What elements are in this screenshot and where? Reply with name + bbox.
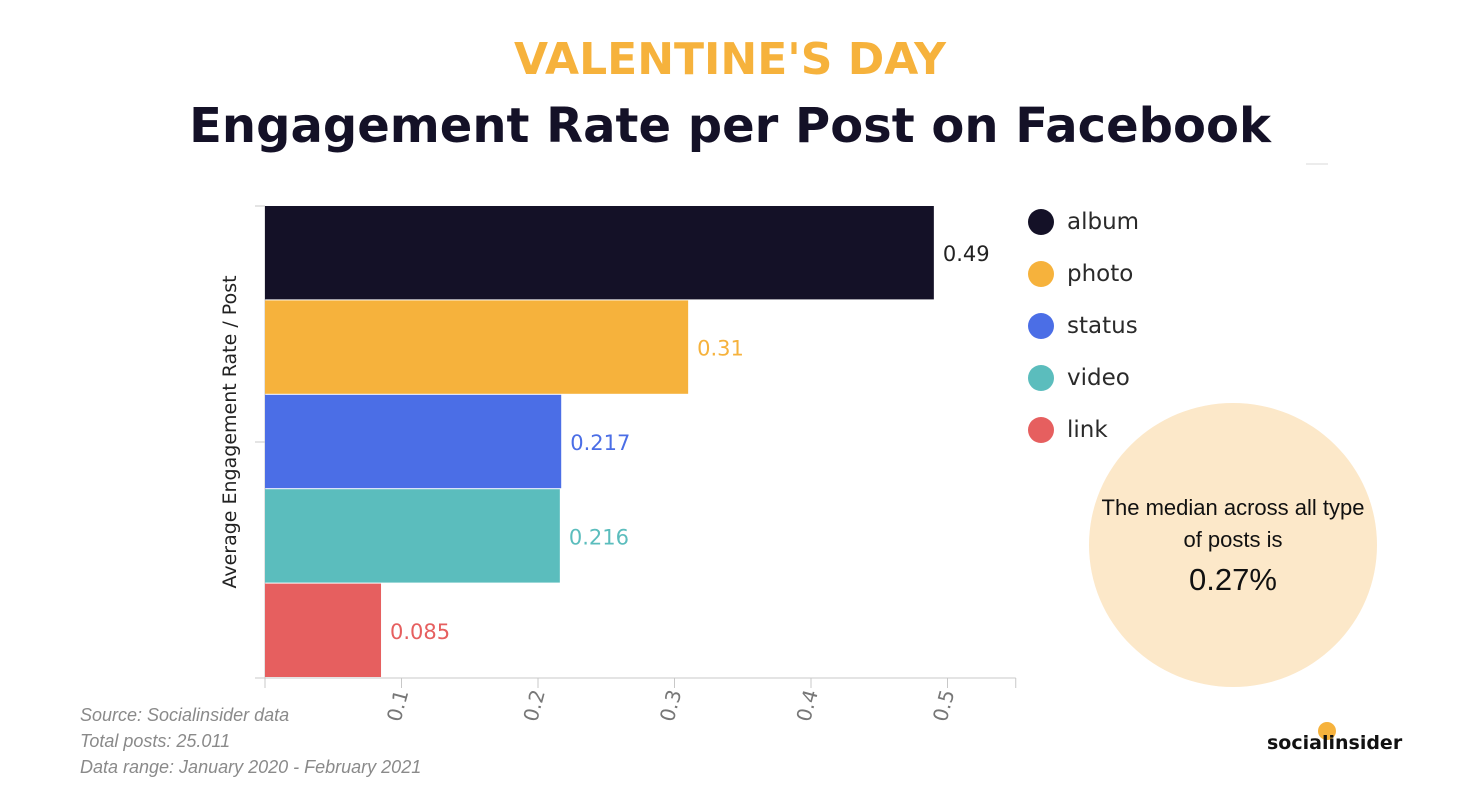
legend-label: status (1067, 313, 1138, 339)
chart-title: Engagement Rate per Post on Facebook (189, 98, 1271, 154)
bar-video (265, 489, 560, 583)
bar-status (265, 394, 562, 489)
corner-divider (1306, 163, 1328, 165)
heading-valentines-day: VALENTINE'S DAY (513, 34, 946, 85)
median-callout: The median across all type of posts is 0… (1089, 403, 1377, 687)
legend-swatch-icon (1028, 417, 1054, 443)
source-line: Source: Socialinsider data (80, 705, 290, 725)
x-tick-label: 0.4 (791, 687, 822, 724)
median-value: 0.27% (1189, 562, 1277, 597)
total-posts-line: Total posts: 25.011 (80, 731, 231, 751)
legend-swatch-icon (1028, 313, 1054, 339)
legend-item-photo: photo (1028, 248, 1139, 300)
source-notes: Source: Socialinsider data Total posts: … (80, 702, 421, 780)
median-text: The median across all type of posts is (1101, 495, 1365, 552)
legend-label: link (1067, 417, 1108, 443)
legend-label: album (1067, 209, 1140, 235)
legend-item-status: status (1028, 300, 1139, 352)
data-labels-layer: 0.49 0.31 0.217 0.216 0.085 (390, 242, 990, 644)
data-label-photo: 0.31 (697, 337, 744, 361)
bar-album (265, 206, 934, 300)
x-tick-label: 0.2 (518, 687, 549, 724)
legend-item-album: album (1028, 196, 1139, 248)
legend-swatch-icon (1028, 365, 1054, 391)
data-label-video: 0.216 (569, 525, 629, 549)
x-tick-label: 0.5 (928, 687, 959, 724)
bars-layer (265, 206, 934, 677)
legend-label: video (1067, 365, 1130, 391)
brand-dot-icon (1318, 722, 1336, 740)
data-label-status: 0.217 (570, 431, 630, 455)
legend-label: photo (1067, 261, 1134, 287)
data-label-link: 0.085 (390, 620, 450, 644)
y-axis-label: Average Engagement Rate / Post (219, 275, 241, 588)
brand-logo: socialinsider (1267, 732, 1403, 754)
legend-swatch-icon (1028, 209, 1054, 235)
tick-labels-layer: 0.1 0.2 0.3 0.4 0.5 (382, 687, 959, 724)
legend-item-link: link (1028, 404, 1139, 456)
legend-item-video: video (1028, 352, 1139, 404)
bar-link (265, 583, 382, 677)
legend: album photo status video link (1028, 196, 1139, 456)
x-tick-label: 0.3 (655, 687, 686, 724)
legend-swatch-icon (1028, 261, 1054, 287)
bar-photo (265, 300, 689, 394)
data-range-line: Data range: January 2020 - February 2021 (80, 757, 422, 777)
data-label-album: 0.49 (943, 242, 990, 266)
